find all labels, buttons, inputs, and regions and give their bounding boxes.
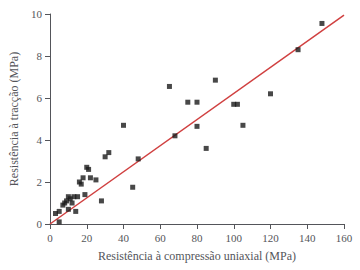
svg-text:8: 8 [37,50,43,62]
svg-text:100: 100 [226,232,243,244]
svg-text:Resistência à tracção (MPa): Resistência à tracção (MPa) [7,52,21,186]
svg-text:140: 140 [299,232,316,244]
svg-text:120: 120 [262,232,279,244]
svg-text:80: 80 [192,232,204,244]
svg-text:0: 0 [47,232,53,244]
svg-text:40: 40 [118,232,130,244]
svg-text:10: 10 [31,8,43,20]
svg-text:6: 6 [37,92,43,104]
svg-text:0: 0 [37,218,43,230]
svg-text:20: 20 [81,232,93,244]
svg-text:2: 2 [37,176,43,188]
svg-text:160: 160 [336,232,353,244]
svg-text:Resistência à compressão uniax: Resistência à compressão uniaxial (MPa) [98,249,296,263]
svg-text:4: 4 [37,134,43,146]
svg-text:60: 60 [155,232,167,244]
